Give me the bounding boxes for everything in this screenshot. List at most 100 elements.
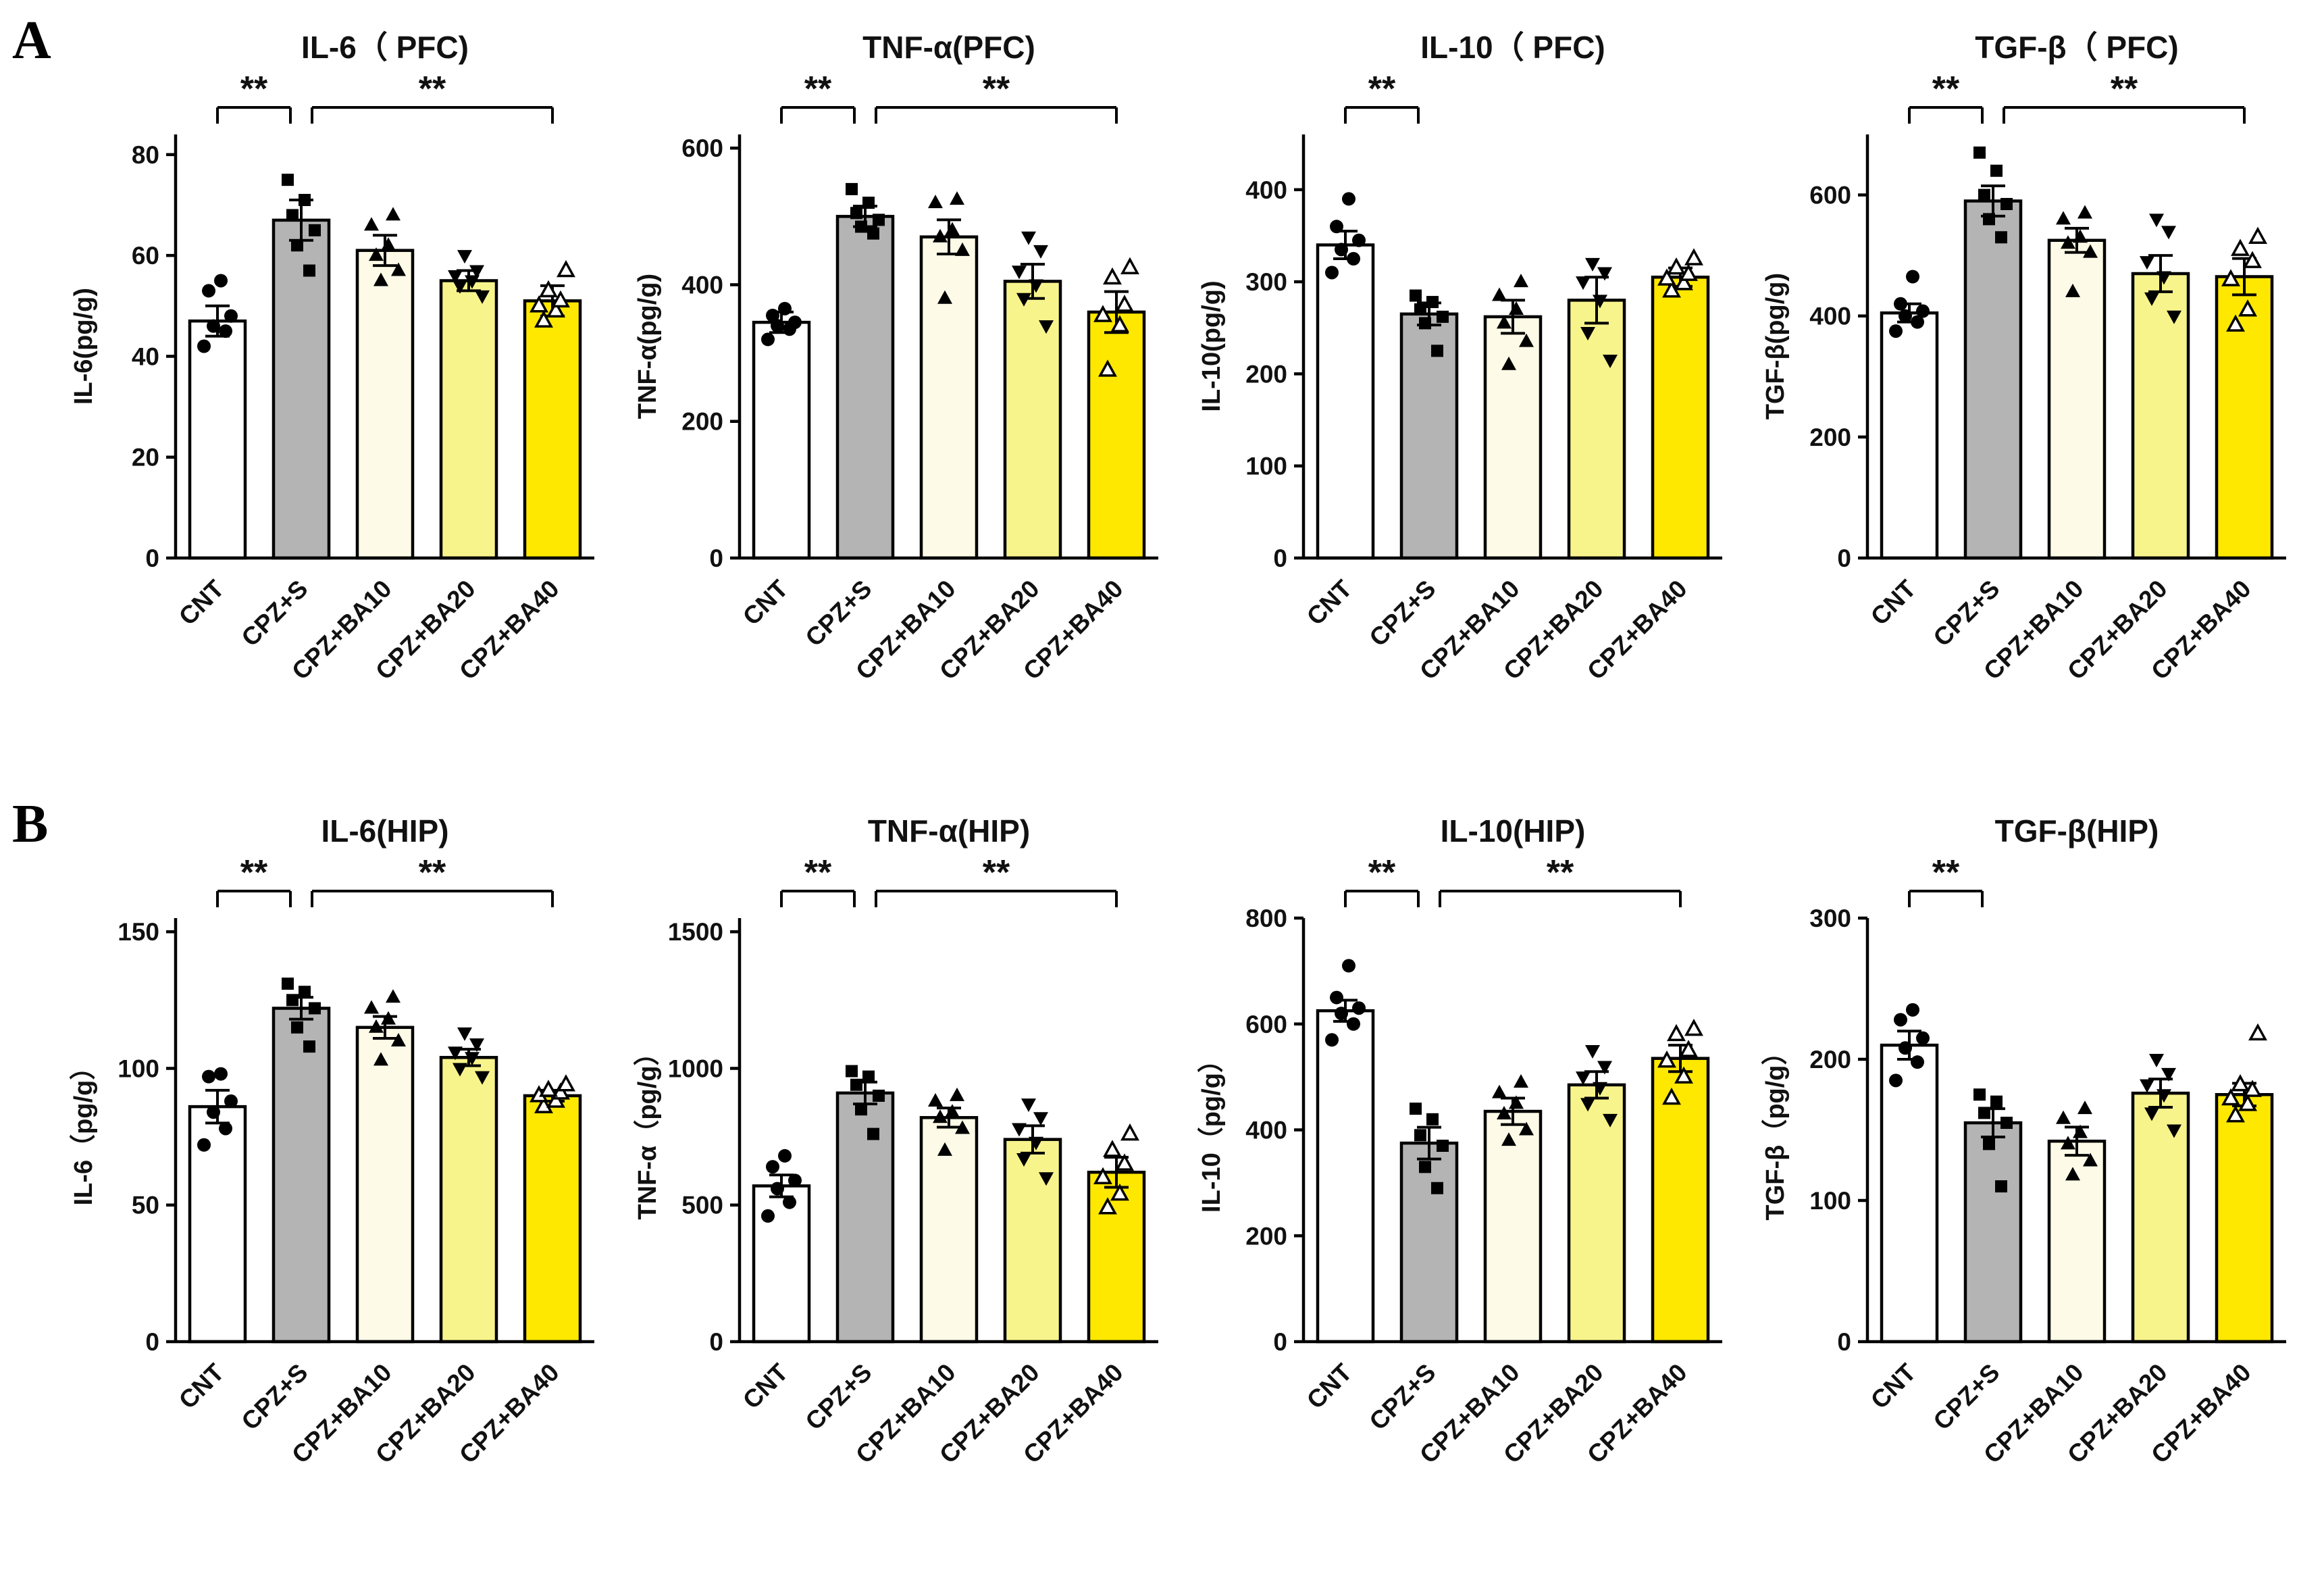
svg-text:500: 500 (681, 1192, 723, 1219)
svg-text:0: 0 (145, 1328, 159, 1356)
svg-text:0: 0 (709, 545, 723, 572)
svg-text:60: 60 (132, 242, 159, 270)
svg-text:**: ** (804, 853, 832, 892)
svg-text:80: 80 (132, 141, 159, 169)
svg-text:0: 0 (709, 1328, 723, 1356)
panel-B-charts: IL-6(HIP) 0 50 100 150 IL-6（pg/g） CNT CPZ+S CPZ+… (55, 793, 2308, 1577)
svg-text:CPZ+S: CPZ+S (236, 575, 313, 652)
svg-text:0: 0 (1273, 1328, 1287, 1356)
svg-text:**: ** (1932, 70, 1960, 109)
svg-text:200: 200 (1245, 360, 1287, 388)
svg-text:CNT: CNT (1301, 574, 1358, 630)
chart-svg: TGF-β（ PFC) 0 200 400 600 TGF-β(pg/g) CNT CPZ+S… (1761, 30, 2286, 685)
svg-text:**: ** (1547, 853, 1574, 892)
svg-text:TNF-α(HIP): TNF-α(HIP) (868, 813, 1030, 849)
svg-text:200: 200 (1809, 424, 1851, 451)
svg-text:100: 100 (1809, 1187, 1851, 1215)
panel-A-charts: IL-6（ PFC) 0 20 40 60 80 IL-6(pg/g) CNT CPZ+S CPZ… (55, 9, 2308, 793)
svg-text:TNF-α（pg/g）: TNF-α（pg/g） (634, 1040, 662, 1219)
svg-text:CPZ+S: CPZ+S (1928, 575, 2005, 652)
svg-text:IL-10(pg/g): IL-10(pg/g) (1197, 280, 1226, 411)
svg-text:400: 400 (1245, 1117, 1287, 1144)
chart-tnfa-pfc: TNF-α(PFC) 0 200 400 600 TNF-α(pg/g) CNT CPZ+S C… (619, 9, 1180, 793)
svg-text:CNT: CNT (738, 1358, 794, 1414)
svg-text:20: 20 (132, 444, 159, 472)
svg-text:**: ** (804, 70, 832, 109)
svg-text:300: 300 (1809, 905, 1851, 932)
svg-text:600: 600 (1809, 182, 1851, 209)
svg-text:**: ** (1368, 853, 1396, 892)
svg-text:**: ** (419, 70, 446, 109)
svg-text:CPZ+S: CPZ+S (800, 1359, 877, 1436)
svg-text:40: 40 (132, 343, 159, 370)
svg-text:CNT: CNT (1865, 1358, 1921, 1414)
svg-text:CPZ+S: CPZ+S (1364, 1359, 1441, 1436)
svg-text:CNT: CNT (1865, 574, 1921, 630)
svg-text:800: 800 (1245, 905, 1287, 932)
svg-text:600: 600 (681, 134, 723, 162)
svg-text:**: ** (419, 853, 446, 892)
chart-il6-hip: IL-6(HIP) 0 50 100 150 IL-6（pg/g） CNT CPZ+S CPZ+… (55, 793, 616, 1577)
svg-text:IL-10(HIP): IL-10(HIP) (1441, 813, 1586, 849)
svg-text:TGF-β(pg/g): TGF-β(pg/g) (1761, 273, 1790, 420)
chart-svg: TNF-α(HIP) 0 500 1000 1500 TNF-α（pg/g） CNT CPZ+… (634, 813, 1158, 1469)
svg-text:CPZ+S: CPZ+S (236, 1359, 313, 1436)
svg-text:TNF-α(PFC): TNF-α(PFC) (862, 30, 1035, 65)
svg-text:CNT: CNT (174, 1358, 230, 1414)
svg-text:**: ** (240, 70, 268, 109)
svg-text:600: 600 (1245, 1011, 1287, 1038)
svg-text:0: 0 (145, 545, 159, 572)
svg-text:CNT: CNT (174, 574, 230, 630)
svg-text:**: ** (240, 853, 268, 892)
panel-B: B IL-6(HIP) 0 50 100 150 IL-6（pg/g） CNT CPZ+S CP… (12, 793, 2308, 1577)
panel-label-b: B (12, 794, 49, 854)
svg-text:**: ** (1368, 70, 1396, 109)
svg-text:CPZ+S: CPZ+S (1364, 575, 1441, 652)
svg-text:150: 150 (118, 918, 159, 946)
svg-text:0: 0 (1273, 545, 1287, 572)
panel-A: A IL-6（ PFC) 0 20 40 60 80 IL-6(pg/g) CNT CPZ+S C… (12, 9, 2308, 793)
svg-text:IL-6(pg/g): IL-6(pg/g) (70, 288, 98, 405)
chart-svg: IL-10(HIP) 0 200 400 600 800 IL-10（pg/g） CNT CPZ… (1197, 813, 1722, 1469)
chart-il10-pfc: IL-10（ PFC) 0 100 200 300 400 IL-10(pg/g) CNT CP… (1183, 9, 1744, 793)
svg-text:400: 400 (1809, 303, 1851, 330)
svg-text:CPZ+S: CPZ+S (1928, 1359, 2005, 1436)
svg-text:100: 100 (118, 1055, 159, 1082)
svg-text:IL-6(HIP): IL-6(HIP) (321, 813, 448, 849)
chart-il10-hip: IL-10(HIP) 0 200 400 600 800 IL-10（pg/g） CNT CPZ… (1183, 793, 1744, 1577)
svg-text:200: 200 (1809, 1046, 1851, 1073)
chart-tnfa-hip: TNF-α(HIP) 0 500 1000 1500 TNF-α（pg/g） CNT CPZ+… (619, 793, 1180, 1577)
svg-text:**: ** (1932, 853, 1960, 892)
svg-text:200: 200 (681, 408, 723, 436)
svg-text:**: ** (983, 853, 1010, 892)
svg-text:**: ** (2111, 70, 2138, 109)
svg-text:0: 0 (1837, 545, 1851, 572)
svg-text:200: 200 (1245, 1222, 1287, 1250)
svg-text:TGF-β(HIP): TGF-β(HIP) (1995, 813, 2159, 849)
svg-text:CPZ+S: CPZ+S (800, 575, 877, 652)
svg-text:TGF-β（ PFC): TGF-β（ PFC) (1975, 30, 2178, 65)
chart-svg: IL-10（ PFC) 0 100 200 300 400 IL-10(pg/g) CNT CP… (1197, 30, 1722, 685)
svg-text:CNT: CNT (1301, 1358, 1358, 1414)
svg-text:TNF-α(pg/g): TNF-α(pg/g) (634, 274, 662, 419)
svg-text:IL-6（ PFC): IL-6（ PFC) (301, 30, 469, 65)
panel-label-a: A (12, 11, 51, 70)
svg-text:IL-10（ PFC): IL-10（ PFC) (1420, 30, 1605, 65)
svg-text:1000: 1000 (668, 1055, 723, 1082)
svg-text:IL-6（pg/g）: IL-6（pg/g） (70, 1055, 98, 1206)
svg-text:**: ** (983, 70, 1010, 109)
chart-tgfb-hip: TGF-β(HIP) 0 100 200 300 TGF-β（pg/g） CNT CPZ+S C… (1747, 793, 2308, 1577)
svg-text:CNT: CNT (738, 574, 794, 630)
svg-text:0: 0 (1837, 1328, 1851, 1356)
svg-text:50: 50 (132, 1192, 159, 1219)
chart-tgfb-pfc: TGF-β（ PFC) 0 200 400 600 TGF-β(pg/g) CNT CPZ+S… (1747, 9, 2308, 793)
svg-text:1500: 1500 (668, 918, 723, 946)
svg-text:400: 400 (1245, 176, 1287, 204)
svg-text:400: 400 (681, 271, 723, 299)
svg-text:TGF-β（pg/g）: TGF-β（pg/g） (1761, 1039, 1790, 1220)
